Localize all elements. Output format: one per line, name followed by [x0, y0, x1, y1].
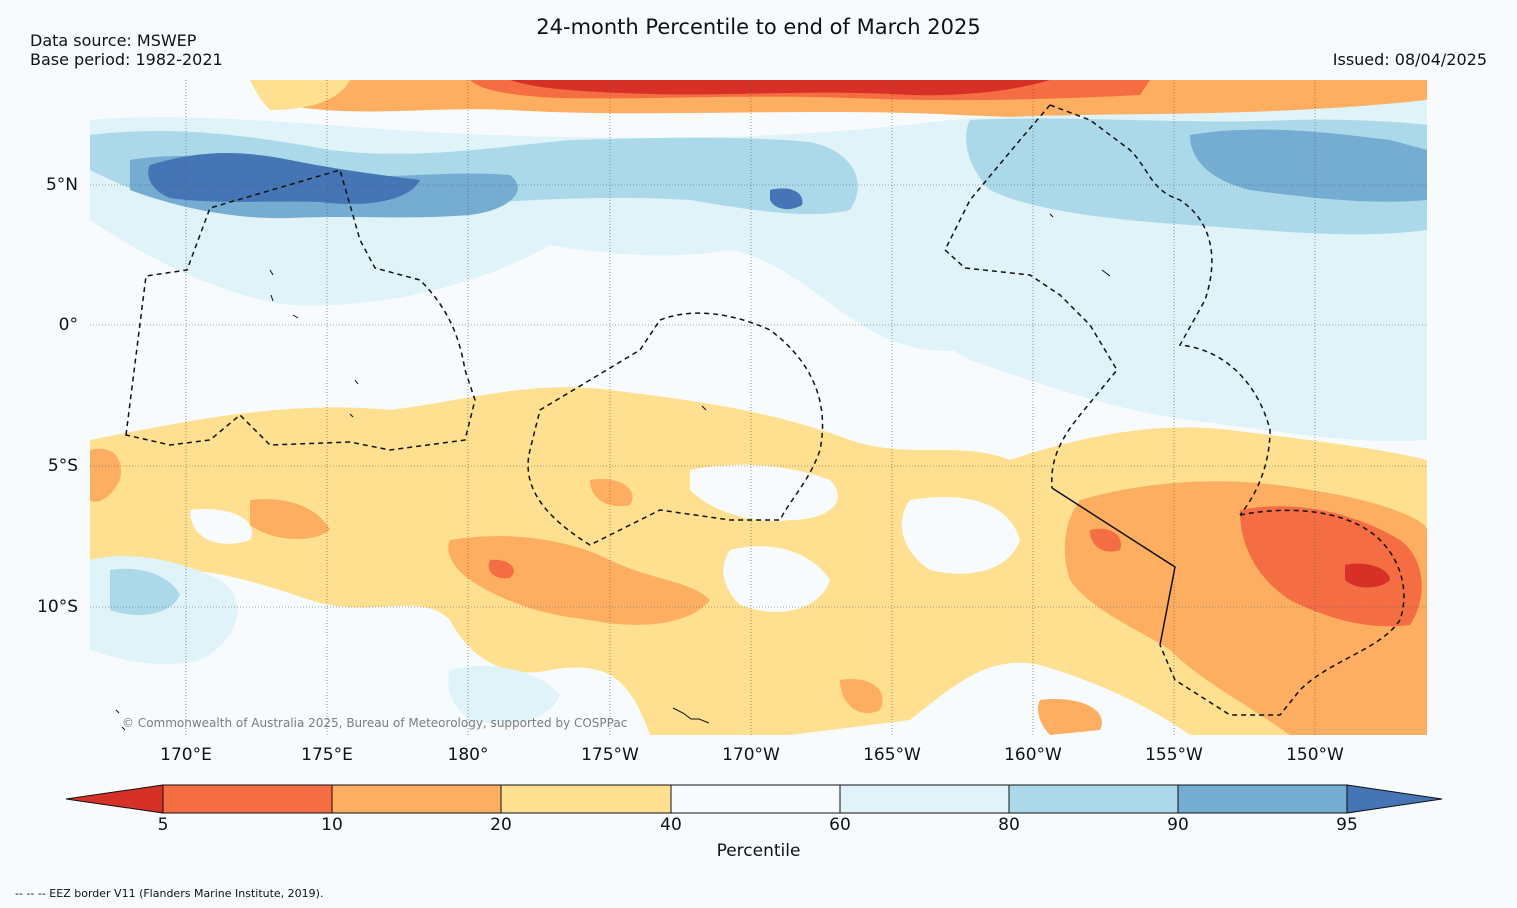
lon-label-170w: 170°W [722, 745, 780, 765]
region-orange-south-west [250, 499, 330, 540]
region-darkred-north [510, 80, 1050, 96]
copyright-notice: © Commonwealth of Australia 2025, Bureau… [122, 716, 628, 730]
colorbar-tick-20: 20 [490, 815, 512, 835]
eez-line-islands-east [944, 104, 1051, 251]
region-orange-south-small [590, 479, 633, 507]
colorbar-segment-above-95 [1346, 784, 1443, 814]
colorbar-tick-60: 60 [829, 815, 851, 835]
colorbar-tick-5: 5 [157, 815, 169, 835]
region-red-southeast [1240, 506, 1422, 627]
lon-label-180: 180° [447, 745, 489, 765]
region-red-south-small [488, 559, 514, 579]
colorbar-label: Percentile [716, 841, 801, 861]
region-yellow-north [250, 80, 350, 110]
eez-french-polynesia [1159, 509, 1405, 716]
region-blue-southwest [110, 568, 180, 615]
region-white-gap-4 [190, 509, 252, 544]
eez-kiribati-gilberts [125, 169, 476, 451]
eez-legend-note: -- -- -- EEZ border V11 (Flanders Marine… [15, 887, 324, 900]
colorbar-segment-5-10 [163, 785, 332, 813]
percentile-map [90, 80, 1427, 735]
colorbar [65, 784, 1444, 814]
lon-label-170e: 170°E [160, 745, 212, 765]
colorbar-segment-10-20 [332, 785, 501, 813]
colorbar-tick-40: 40 [660, 815, 682, 835]
region-orange-southeast-small [840, 679, 883, 714]
lon-label-175e: 175°E [301, 745, 353, 765]
colorbar-segment-80-90 [1009, 785, 1178, 813]
colorbar-tick-80: 80 [998, 815, 1020, 835]
lon-label-175w: 175°W [581, 745, 639, 765]
colorbar-tick-10: 10 [321, 815, 343, 835]
lon-label-160w: 160°W [1004, 745, 1062, 765]
map-svg [90, 80, 1427, 735]
region-darkblue-pocket [770, 188, 803, 210]
eez-kiribati-line [1049, 104, 1271, 516]
region-darkblue-north [148, 153, 420, 204]
eez-kiribati-phoenix [527, 312, 824, 546]
lat-label-5s: 5°S [47, 456, 78, 476]
eez-line-islands-west [944, 249, 1118, 489]
issued-date-label: Issued: 08/04/2025 [1332, 50, 1487, 69]
colorbar-segment-40-60 [671, 785, 840, 813]
region-steel-northeast [1190, 129, 1427, 202]
region-lightblue-south-mid [448, 666, 560, 724]
region-orange-south-left [90, 448, 121, 502]
colorbar-tick-90: 90 [1167, 815, 1189, 835]
region-red-southeast-small [1090, 528, 1121, 552]
eez-solid-segment [1051, 487, 1176, 646]
region-white-gap-3 [723, 546, 830, 612]
region-white-gap-2 [901, 496, 1020, 574]
region-darkred-southeast [1345, 563, 1390, 588]
islands [115, 213, 1111, 731]
graticule [90, 80, 1427, 735]
map-title: 24-month Percentile to end of March 2025 [536, 15, 981, 39]
region-orange-southeast-small-2 [1038, 699, 1102, 735]
lat-label-0: 0° [58, 315, 78, 335]
colorbar-svg [65, 784, 1443, 814]
base-period-label: Base period: 1982-2021 [30, 50, 223, 69]
data-source-label: Data source: MSWEP [30, 31, 197, 50]
region-white-gap-1 [690, 464, 838, 521]
lon-label-155w: 155°W [1145, 745, 1203, 765]
lat-label-10s: 10°S [37, 597, 78, 617]
colorbar-segment-90-95 [1178, 785, 1347, 813]
colorbar-segment-below-5 [65, 784, 164, 814]
lon-label-150w: 150°W [1286, 745, 1344, 765]
eez-borders [125, 104, 1405, 716]
colorbar-frame [162, 784, 1348, 814]
colorbar-segment-20-40 [501, 785, 671, 813]
region-orange-south-central [448, 536, 710, 625]
lat-label-5n: 5°N [45, 175, 78, 195]
lon-label-165w: 165°W [863, 745, 921, 765]
region-lightblue-equator-east [930, 280, 1427, 441]
colorbar-segment-60-80 [840, 785, 1009, 813]
colorbar-tick-95: 95 [1336, 815, 1358, 835]
